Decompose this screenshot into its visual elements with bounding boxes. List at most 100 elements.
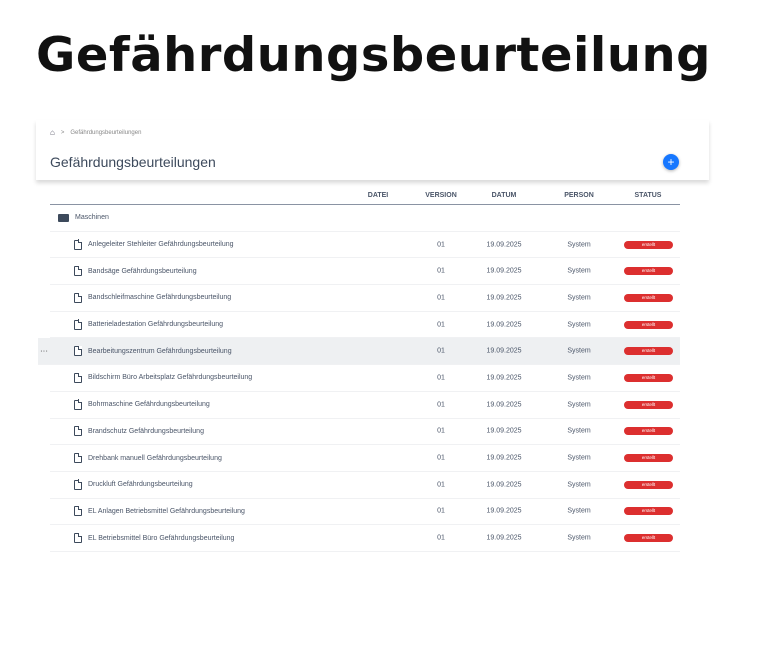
file-name[interactable]: Bearbeitungszentrum Gefährdungsbeurteilu… [88,347,232,355]
status-badge: erstellt [624,427,673,436]
person: System [567,294,591,302]
file-name[interactable]: Bandschleifmaschine Gefährdungsbeurteilu… [88,294,232,302]
table-row[interactable]: Druckluft Gefährdungsbeurteilung 01 19.0… [50,471,680,499]
table-row[interactable]: ··· Bearbeitungszentrum Gefährdungsbeurte… [38,338,680,366]
file-icon [74,319,83,330]
table-row[interactable]: Bildschirm Büro Arbeitsplatz Gefährdungs… [50,365,680,392]
datum: 19.09.2025 [486,241,522,249]
column-datum[interactable]: DATUM [491,192,517,199]
version: 01 [437,241,445,249]
status-badge: erstellt [624,454,673,463]
file-name[interactable]: Bandsäge Gefährdungsbeurteilung [88,267,197,275]
column-datei[interactable]: DATEI [367,192,389,199]
version: 01 [437,374,445,382]
person: System [567,267,591,275]
table-row[interactable]: EL Anlagen Betriebsmittel Gefährdungsbeu… [50,498,680,526]
status-badge: erstellt [624,320,673,329]
folder-open-icon [58,213,69,222]
file-icon [74,426,83,437]
datum: 19.09.2025 [486,374,522,382]
version: 01 [437,267,445,275]
datum: 19.09.2025 [486,347,522,355]
person: System [567,454,591,462]
file-name[interactable]: Bildschirm Büro Arbeitsplatz Gefährdungs… [88,374,253,382]
breadcrumb: ⌂ > Gefährdungsbeurteilungen [50,128,141,137]
file-icon [74,399,83,410]
version: 01 [437,321,445,329]
table-body: Maschinen Anlegeleiter Stehleiter Gefähr… [38,205,680,552]
table-row[interactable]: Batterieladestation Gefährdungsbeurteilu… [50,311,680,339]
file-name[interactable]: Bohrmaschine Gefährdungsbeurteilung [88,401,210,409]
status-badge: erstellt [624,293,673,302]
status-badge: erstellt [624,534,673,543]
column-person[interactable]: PERSON [564,192,594,199]
table-row[interactable]: EL Betriebsmittel Büro Gefährdungsbeurte… [50,525,680,552]
version: 01 [437,401,445,409]
column-status[interactable]: STATUS [634,192,662,199]
status-badge: erstellt [624,480,673,489]
more-actions-icon[interactable]: ··· [40,346,48,356]
datum: 19.09.2025 [486,454,522,462]
page-title: Gefährdungsbeurteilungen [50,154,216,170]
datum: 19.09.2025 [486,427,522,435]
person: System [567,507,591,515]
datum: 19.09.2025 [486,294,522,302]
breadcrumb-current[interactable]: Gefährdungsbeurteilungen [70,129,142,136]
table-header: DATEI VERSION DATUM PERSON STATUS [50,188,680,205]
table-row[interactable]: Bandschleifmaschine Gefährdungsbeurteilu… [50,285,680,312]
hero-title: Gefährdungsbeurteilung [36,28,711,83]
status-badge: erstellt [624,507,673,516]
file-name[interactable]: Batterieladestation Gefährdungsbeurteilu… [88,321,224,329]
file-icon [74,372,83,383]
person: System [567,241,591,249]
datum: 19.09.2025 [486,507,522,515]
file-icon [74,239,83,250]
file-icon [74,506,83,517]
home-icon[interactable]: ⌂ [50,128,55,137]
file-name[interactable]: EL Betriebsmittel Büro Gefährdungsbeurte… [88,534,235,542]
file-icon [74,532,83,544]
table-row[interactable]: Drehbank manuell Gefährdungsbeurteilung … [50,445,680,472]
datum: 19.09.2025 [486,481,522,489]
datum: 19.09.2025 [486,321,522,329]
datum: 19.09.2025 [486,401,522,409]
person: System [567,534,591,542]
file-icon [74,265,83,277]
chevron-right-icon: > [60,129,65,136]
status-badge: erstellt [624,240,673,249]
status-badge: erstellt [624,267,673,276]
status-badge: erstellt [624,347,673,356]
datum: 19.09.2025 [486,534,522,542]
column-version[interactable]: VERSION [425,192,457,199]
person: System [567,427,591,435]
version: 01 [437,347,445,355]
file-icon [74,452,83,464]
person: System [567,347,591,355]
file-name[interactable]: Brandschutz Gefährdungsbeurteilung [88,427,204,435]
table-row[interactable]: Brandschutz Gefährdungsbeurteilung 01 19… [50,418,680,446]
version: 01 [437,534,445,542]
file-name[interactable]: Drehbank manuell Gefährdungsbeurteilung [88,454,222,462]
version: 01 [437,427,445,435]
version: 01 [437,507,445,515]
file-name[interactable]: Anlegeleiter Stehleiter Gefährdungsbeurt… [88,241,234,249]
add-button[interactable]: + [663,154,679,170]
folder-name: Maschinen [75,214,109,222]
status-badge: erstellt [624,400,673,409]
person: System [567,481,591,489]
person: System [567,374,591,382]
page-header: ⌂ > Gefährdungsbeurteilungen Gefährdungs… [36,120,709,180]
table-row[interactable]: Anlegeleiter Stehleiter Gefährdungsbeurt… [50,231,680,259]
person: System [567,401,591,409]
file-icon [74,345,83,357]
version: 01 [437,481,445,489]
version: 01 [437,454,445,462]
folder-row[interactable]: Maschinen [50,205,680,232]
file-name[interactable]: Druckluft Gefährdungsbeurteilung [88,481,193,489]
table-row[interactable]: Bandsäge Gefährdungsbeurteilung 01 19.09… [50,258,680,286]
datum: 19.09.2025 [486,267,522,275]
person: System [567,321,591,329]
file-name[interactable]: EL Anlagen Betriebsmittel Gefährdungsbeu… [88,507,245,515]
table-row[interactable]: Bohrmaschine Gefährdungsbeurteilung 01 1… [50,391,680,419]
version: 01 [437,294,445,302]
